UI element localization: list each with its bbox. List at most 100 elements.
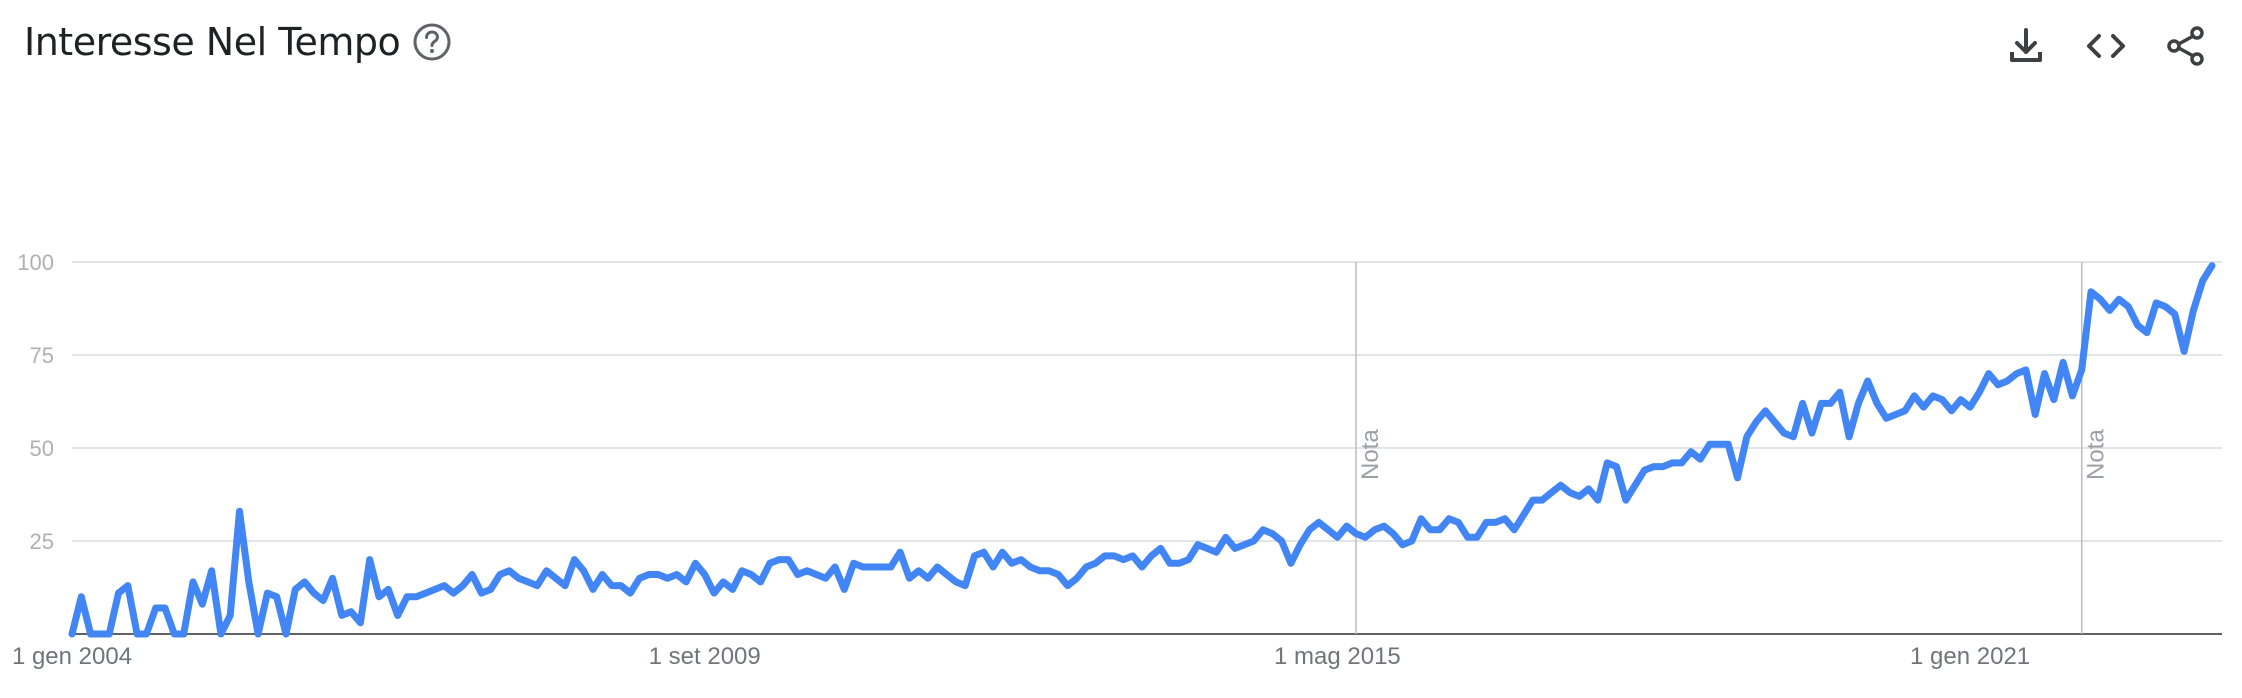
data-point bbox=[339, 613, 344, 618]
data-point bbox=[284, 632, 289, 637]
data-point bbox=[842, 587, 847, 592]
data-point bbox=[544, 568, 549, 573]
data-point bbox=[1856, 401, 1861, 406]
data-point bbox=[1205, 546, 1210, 551]
data-point bbox=[2117, 297, 2122, 302]
data-point bbox=[553, 576, 558, 581]
data-point bbox=[1540, 498, 1545, 503]
data-point bbox=[1875, 401, 1880, 406]
data-point bbox=[2182, 349, 2187, 354]
annotation-label-1: Nota bbox=[2083, 429, 2110, 480]
data-point bbox=[851, 561, 856, 566]
data-point bbox=[963, 583, 968, 588]
data-point bbox=[1958, 397, 1963, 402]
data-point bbox=[1009, 561, 1014, 566]
data-point bbox=[1893, 412, 1898, 417]
data-point bbox=[1084, 565, 1089, 570]
data-point bbox=[1233, 546, 1238, 551]
data-point bbox=[935, 565, 940, 570]
data-point bbox=[572, 557, 577, 562]
data-point bbox=[767, 561, 772, 566]
data-point bbox=[758, 579, 763, 584]
data-point bbox=[1019, 557, 1024, 562]
data-point bbox=[702, 572, 707, 577]
data-point bbox=[1800, 401, 1805, 406]
data-point bbox=[2172, 312, 2177, 317]
data-point bbox=[1363, 535, 1368, 540]
data-point bbox=[209, 568, 214, 573]
data-point bbox=[479, 591, 484, 596]
data-point bbox=[581, 568, 586, 573]
help-circle-icon[interactable] bbox=[412, 22, 452, 62]
data-point bbox=[991, 565, 996, 570]
data-point bbox=[2079, 367, 2084, 372]
data-point bbox=[525, 579, 530, 584]
data-point bbox=[1354, 531, 1359, 536]
data-point bbox=[116, 591, 121, 596]
data-point bbox=[237, 509, 242, 514]
y-tick-label-100: 100 bbox=[17, 250, 54, 275]
data-point bbox=[1409, 539, 1414, 544]
data-point bbox=[1558, 483, 1563, 488]
data-point bbox=[1140, 565, 1145, 570]
data-point bbox=[1940, 397, 1945, 402]
data-point bbox=[1623, 498, 1628, 503]
embed-code-icon[interactable] bbox=[2082, 22, 2130, 70]
share-icon[interactable] bbox=[2162, 22, 2210, 70]
data-point bbox=[972, 553, 977, 558]
data-point bbox=[1614, 464, 1619, 469]
data-point bbox=[2200, 278, 2205, 283]
data-point bbox=[1316, 520, 1321, 525]
data-point bbox=[246, 579, 251, 584]
data-point bbox=[2070, 393, 2075, 398]
x-tick-label-1: 1 set 2009 bbox=[649, 643, 761, 670]
data-point bbox=[563, 583, 568, 588]
data-point bbox=[423, 591, 428, 596]
data-point bbox=[2154, 300, 2159, 305]
data-point bbox=[1930, 393, 1935, 398]
data-point bbox=[944, 572, 949, 577]
data-point bbox=[1335, 535, 1340, 540]
data-point bbox=[386, 587, 391, 592]
data-point bbox=[600, 572, 605, 577]
data-point bbox=[2191, 308, 2196, 313]
data-point bbox=[1056, 572, 1061, 577]
data-point bbox=[2163, 304, 2168, 309]
data-point bbox=[870, 565, 875, 570]
data-point bbox=[1512, 527, 1517, 532]
data-point bbox=[70, 632, 75, 637]
data-point bbox=[749, 572, 754, 577]
data-point bbox=[1847, 434, 1852, 439]
data-point bbox=[926, 576, 931, 581]
data-point bbox=[1372, 527, 1377, 532]
data-point bbox=[1642, 468, 1647, 473]
data-point bbox=[684, 579, 689, 584]
data-point bbox=[1307, 527, 1312, 532]
data-point bbox=[321, 598, 326, 603]
data-point bbox=[107, 632, 112, 637]
x-tick-label-2: 1 mag 2015 bbox=[1274, 643, 1401, 670]
data-point bbox=[1437, 527, 1442, 532]
data-point bbox=[1707, 442, 1712, 447]
data-point bbox=[1809, 431, 1814, 436]
data-point bbox=[712, 591, 717, 596]
data-point bbox=[665, 576, 670, 581]
data-point bbox=[2126, 304, 2131, 309]
data-point bbox=[2005, 379, 2010, 384]
data-point bbox=[1949, 408, 1954, 413]
data-point bbox=[1670, 460, 1675, 465]
data-point bbox=[1968, 405, 1973, 410]
data-point bbox=[656, 572, 661, 577]
data-point bbox=[191, 579, 196, 584]
data-point bbox=[125, 583, 130, 588]
data-point bbox=[1270, 531, 1275, 536]
download-icon[interactable] bbox=[2002, 22, 2050, 70]
data-point bbox=[1288, 561, 1293, 566]
series-line bbox=[68, 262, 2216, 638]
data-point bbox=[405, 594, 410, 599]
data-point bbox=[795, 572, 800, 577]
data-point bbox=[451, 591, 456, 596]
data-point bbox=[1121, 557, 1126, 562]
data-point bbox=[460, 583, 465, 588]
